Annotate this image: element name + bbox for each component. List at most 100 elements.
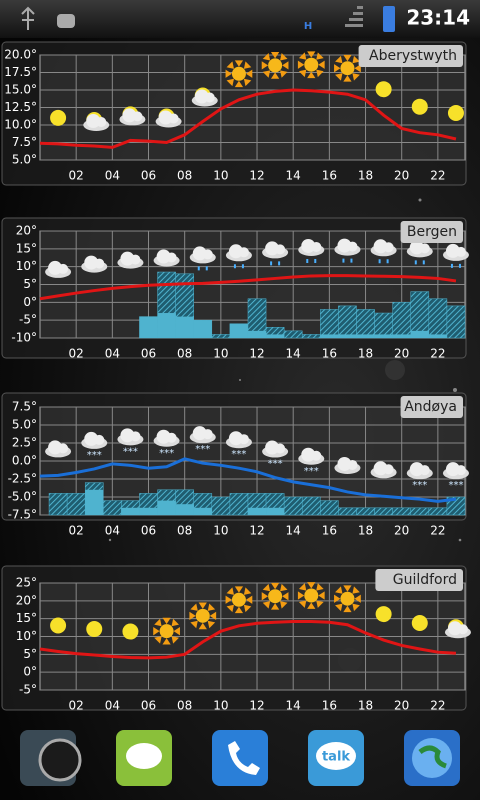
cloud — [238, 434, 249, 445]
x-tick-label: 18 — [358, 524, 373, 538]
x-tick-label: 16 — [322, 524, 337, 538]
weather-icon: *** — [117, 428, 144, 457]
temperature-line — [39, 88, 457, 149]
sun — [50, 617, 67, 634]
precipitation-bar — [157, 313, 176, 338]
weather-icon — [189, 246, 216, 271]
precipitation-bar — [338, 305, 357, 339]
location-label-bg — [375, 569, 463, 591]
precipitation-bar — [301, 334, 321, 339]
weather-icon: *** — [153, 429, 180, 459]
sun-ray — [243, 78, 252, 87]
weather-icon — [261, 52, 289, 79]
rain — [197, 266, 208, 271]
weather-widget: 20° 15° 10° 5° 0° -5° -10° 02 04 06 08 10 12 14 16 18 20… — [1, 217, 469, 361]
x-tick-label: 14 — [286, 699, 301, 713]
y-tick-label: 5.0° — [12, 153, 37, 167]
sun-ray — [226, 604, 234, 613]
weather-icon — [117, 251, 144, 269]
cloud — [130, 431, 141, 442]
x-tick-label: 04 — [105, 169, 120, 183]
precipitation-bar — [103, 500, 122, 516]
cloud — [84, 255, 99, 270]
sun-ray — [162, 617, 171, 625]
y-tick-label: 10° — [16, 629, 37, 643]
x-tick-label: 08 — [177, 169, 192, 183]
sun-ray — [297, 591, 305, 600]
cloud — [202, 429, 213, 440]
y-tick-label: 5° — [23, 277, 37, 291]
browser-app[interactable] — [404, 730, 460, 786]
precipitation-bar — [392, 302, 411, 339]
x-tick-label: 08 — [177, 699, 192, 713]
location-label-bg — [400, 396, 463, 418]
sun — [159, 624, 174, 639]
sun-ray — [262, 70, 271, 78]
cloud — [347, 241, 358, 252]
cloud — [275, 244, 286, 255]
sun-ray — [354, 594, 361, 603]
cloud — [337, 456, 352, 471]
cloud — [58, 443, 69, 454]
cloud — [130, 254, 141, 265]
cloud — [158, 110, 173, 125]
cloud — [409, 462, 424, 477]
phone-app[interactable] — [212, 730, 268, 786]
x-tick-label: 10 — [213, 524, 228, 538]
temperature-line — [39, 274, 457, 301]
sun-ray — [198, 622, 207, 630]
dock[interactable]: talk — [20, 730, 460, 786]
precipitation-bar — [266, 334, 285, 338]
temperature-line — [39, 457, 457, 503]
precipitation-bar — [410, 507, 430, 516]
y-tick-label: -5° — [19, 313, 37, 327]
x-tick-label: 20 — [394, 347, 409, 361]
precipitation-bar — [446, 305, 466, 339]
rain — [378, 259, 389, 264]
sun-ray — [171, 636, 179, 644]
weather-icon — [153, 249, 180, 267]
sun-ray — [262, 601, 271, 609]
sun-ray — [334, 64, 341, 73]
x-tick-label: 14 — [286, 347, 301, 361]
sun-ray — [207, 603, 216, 611]
y-tick-label: -5° — [19, 683, 37, 697]
cloud — [445, 462, 460, 477]
precipitation-bar — [374, 334, 393, 338]
sun-ray — [226, 78, 234, 87]
x-tick-label: 20 — [394, 699, 409, 713]
sun-ray — [354, 64, 361, 73]
weather-icon — [262, 241, 289, 266]
messaging-app[interactable] — [116, 730, 172, 786]
rain — [233, 264, 244, 269]
sun-ray — [316, 69, 324, 78]
weather-icon: *** — [298, 447, 325, 477]
sun — [231, 592, 246, 607]
sun — [340, 591, 355, 606]
clock-app[interactable] — [20, 730, 82, 786]
precipitation-bar — [392, 334, 411, 338]
weather-icon — [406, 240, 433, 265]
weather-widget: 20.0° 17.5° 15.0° 12.5° 10.0° 7.5° 5.0° 02 04 06 0… — [1, 41, 467, 186]
weather-icon — [298, 238, 325, 263]
y-tick-label: -7.5° — [8, 508, 37, 522]
sun — [86, 621, 103, 638]
sun — [411, 98, 428, 115]
y-tick-label: -10° — [11, 331, 37, 345]
weather-icon — [50, 617, 67, 634]
x-tick-label: 16 — [322, 347, 337, 361]
y-tick-label: 15° — [16, 611, 37, 625]
sun-ray — [298, 69, 307, 78]
sun-ray — [343, 75, 352, 82]
sun-ray — [234, 60, 244, 67]
weather-icon — [297, 582, 325, 609]
precipitation-bar — [175, 504, 194, 515]
weather-widgets: 20.0° 17.5° 15.0° 12.5° 10.0° 7.5° 5.0° 02 04 06 0… — [1, 41, 471, 713]
precipitation-bar — [320, 334, 339, 338]
sun-ray — [307, 602, 316, 609]
sun-ray — [280, 601, 288, 609]
talk-app[interactable]: talk — [308, 730, 364, 786]
precipitation-bar — [320, 309, 339, 339]
cloud — [228, 431, 243, 446]
cloud — [94, 258, 105, 269]
